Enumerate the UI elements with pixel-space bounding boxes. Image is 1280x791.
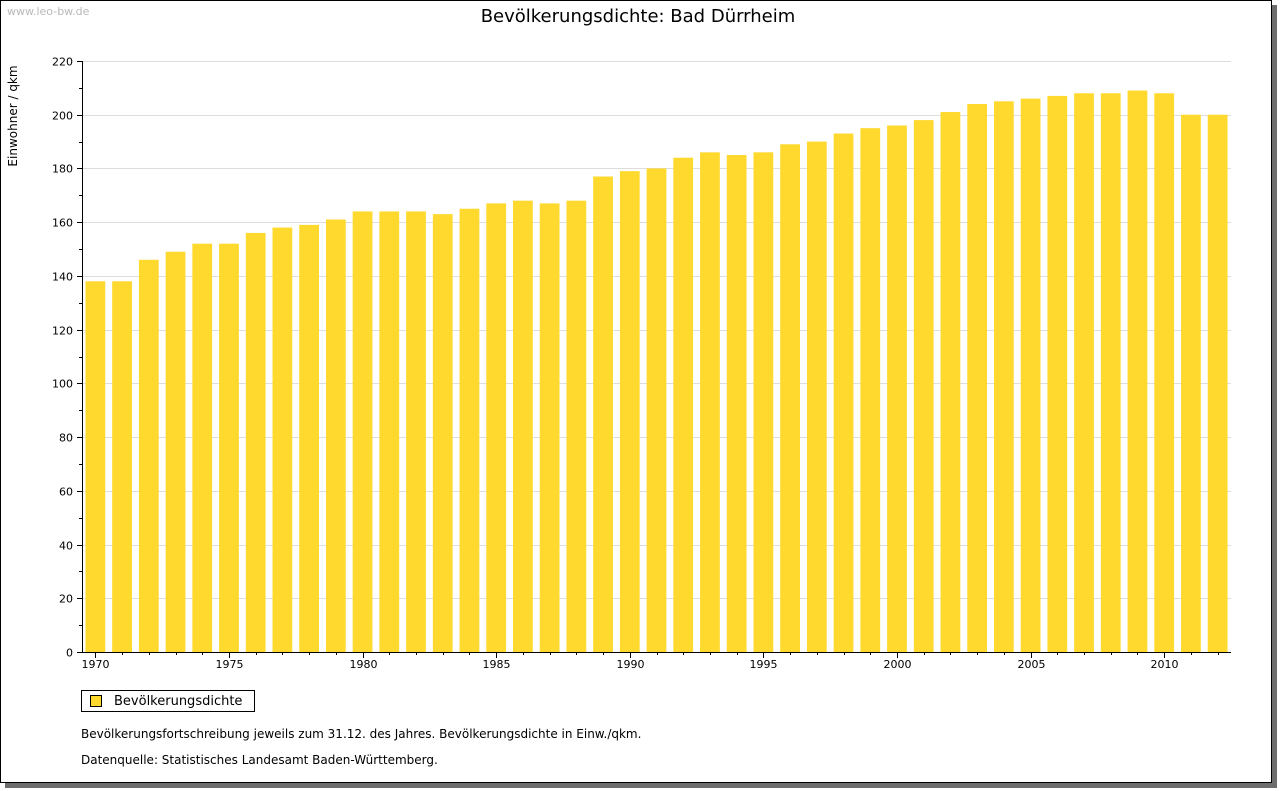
x-tick-label: 1995	[750, 658, 778, 671]
legend-label: Bevölkerungsdichte	[114, 693, 243, 709]
bar-1988	[566, 200, 587, 652]
y-tick-label: 200	[52, 110, 73, 123]
watermark: www.leo-bw.de	[7, 5, 90, 18]
y-tick-label: 120	[52, 325, 73, 338]
bar-2004	[993, 101, 1014, 653]
bar-1978	[299, 224, 320, 652]
bar-1993	[700, 152, 720, 652]
bar-1982	[406, 211, 426, 652]
bar-1991	[646, 168, 667, 652]
y-tick-label: 140	[52, 271, 73, 284]
note-source-description: Bevölkerungsfortschreibung jeweils zum 3…	[81, 727, 642, 741]
bar-1997	[806, 141, 827, 652]
chart-title: Bevölkerungsdichte: Bad Dürrheim	[481, 6, 796, 27]
y-axis-label: Einwohner / qkm	[6, 65, 20, 166]
bar-1994	[726, 155, 747, 652]
x-tick-label: 1970	[82, 658, 110, 671]
bar-2008	[1100, 93, 1121, 653]
x-tick-label: 1990	[617, 658, 645, 671]
bar-1981	[379, 211, 400, 652]
bar-1989	[593, 176, 613, 652]
bars	[85, 90, 1228, 653]
bar-2000	[887, 125, 907, 653]
y-tick-label: 220	[52, 56, 73, 69]
note-data-source: Datenquelle: Statistisches Landesamt Bad…	[81, 753, 438, 767]
bar-1980	[352, 211, 373, 652]
bar-2011	[1181, 114, 1201, 653]
x-tick-label: 2005	[1018, 658, 1046, 671]
bar-1973	[165, 251, 186, 653]
bar-1985	[486, 203, 507, 652]
bar-1977	[272, 227, 293, 653]
y-tick-label: 20	[59, 593, 73, 606]
y-tick-label: 40	[59, 540, 73, 553]
bar-1983	[432, 214, 453, 652]
bar-2009	[1127, 90, 1148, 653]
x-tick-label: 1985	[483, 658, 511, 671]
y-tick-label: 180	[52, 163, 73, 176]
bar-1986	[513, 200, 533, 652]
bar-2006	[1047, 95, 1068, 653]
axes: 0 20 40 60 80 100 120 140 160 180 200 220 1970 1975 19…	[52, 56, 1231, 671]
bar-1976	[245, 232, 266, 652]
bar-1998	[833, 133, 854, 652]
bar-1992	[673, 157, 694, 652]
bar-2010	[1154, 93, 1175, 653]
y-tick-label: 0	[66, 647, 73, 660]
bar-2012	[1207, 114, 1228, 653]
bar-1974	[192, 243, 213, 653]
legend-swatch	[90, 695, 102, 707]
bar-2003	[967, 103, 988, 653]
bar-1970	[85, 281, 106, 652]
bar-1972	[138, 259, 159, 652]
bar-1990	[619, 171, 640, 652]
bar-1995	[753, 152, 774, 652]
x-tick-label: 1975	[216, 658, 244, 671]
chart-area: Bevölkerungsdichte: Bad Dürrheim Einwohn…	[6, 6, 1231, 671]
bar-2002	[940, 112, 961, 653]
y-tick-label: 60	[59, 486, 73, 499]
bar-1987	[539, 203, 560, 652]
y-tick-label: 160	[52, 217, 73, 230]
bar-1975	[219, 243, 239, 653]
bar-1984	[459, 208, 480, 652]
bar-1971	[112, 281, 132, 652]
x-tick-label: 1980	[350, 658, 378, 671]
bar-1979	[325, 219, 346, 652]
bar-2001	[913, 120, 934, 653]
bar-2007	[1074, 93, 1094, 653]
bar-1996	[780, 144, 800, 652]
bar-2005	[1020, 98, 1041, 653]
legend: Bevölkerungsdichte	[81, 690, 256, 712]
y-tick-label: 100	[52, 378, 73, 391]
y-tick-label: 80	[59, 432, 73, 445]
bar-1999	[860, 128, 881, 652]
x-tick-label: 2010	[1151, 658, 1179, 671]
x-tick-label: 2000	[884, 658, 912, 671]
